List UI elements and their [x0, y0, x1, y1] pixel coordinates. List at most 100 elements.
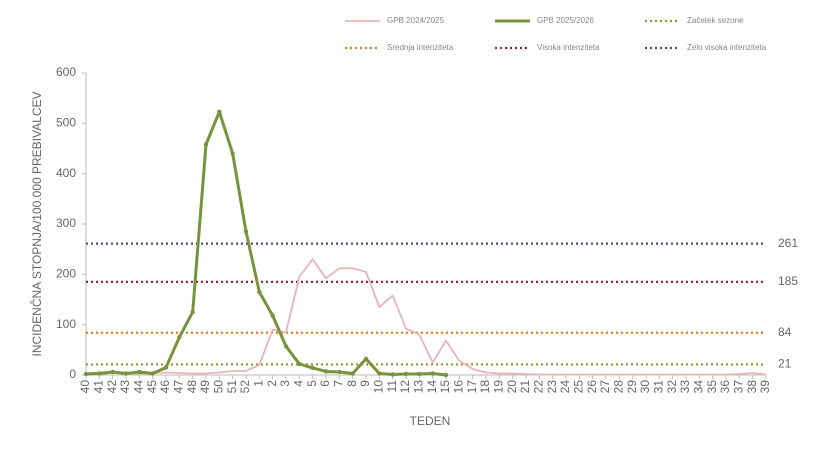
series-line — [85, 258, 767, 376]
x-tick-label: 18 — [478, 380, 492, 394]
legend-label: Visoka intenziteta — [537, 43, 600, 52]
threshold-label: 261 — [778, 236, 798, 250]
x-tick-label: 7 — [332, 380, 346, 387]
x-tick-label: 35 — [705, 380, 719, 394]
x-tick-label: 21 — [518, 380, 532, 394]
x-tick-label: 45 — [145, 380, 159, 394]
x-tick-label: 6 — [318, 380, 332, 387]
x-tick-label: 22 — [532, 380, 546, 394]
legend-label: GPB 2025/2026 — [537, 16, 594, 25]
series-marker — [243, 229, 249, 234]
y-tick-label: 500 — [56, 116, 76, 130]
x-tick-label: 34 — [692, 380, 706, 394]
x-tick-label: 32 — [665, 380, 679, 394]
x-tick-label: 8 — [345, 380, 359, 387]
y-tick-label: 400 — [56, 166, 76, 180]
x-tick-label: 25 — [572, 380, 586, 394]
y-tick-label: 600 — [56, 65, 76, 79]
series-marker — [270, 313, 275, 318]
x-tick-label: 19 — [492, 380, 506, 394]
series-marker — [363, 356, 369, 362]
series-marker — [123, 371, 129, 376]
y-tick-label: 200 — [56, 267, 76, 281]
x-tick-label: 23 — [545, 380, 559, 394]
series-marker — [323, 369, 329, 374]
legend-label: Zelo visoka intenziteta — [687, 43, 767, 52]
x-tick-label: 39 — [758, 380, 772, 394]
x-tick-label: 44 — [132, 380, 146, 394]
threshold-label: 84 — [778, 325, 792, 339]
x-tick-label: 1 — [252, 380, 266, 387]
x-tick-label: 48 — [185, 380, 199, 394]
series-marker — [297, 361, 302, 367]
x-tick-label: 31 — [652, 380, 666, 394]
threshold-label: 185 — [778, 274, 798, 288]
series-marker — [203, 142, 209, 147]
x-tick-label: 10 — [372, 380, 386, 394]
series-marker — [283, 344, 289, 349]
legend-label: Srednja intenziteta — [387, 43, 454, 52]
series-marker — [190, 309, 195, 315]
y-tick-label: 300 — [56, 216, 76, 230]
x-tick-label: 37 — [732, 380, 746, 394]
series-marker — [177, 335, 182, 340]
x-tick-label: 26 — [585, 380, 599, 394]
x-tick-label: 5 — [305, 380, 319, 387]
series-marker — [230, 151, 235, 156]
x-tick-label: 46 — [158, 380, 172, 394]
x-tick-label: 36 — [718, 380, 732, 394]
x-tick-label: 12 — [398, 380, 412, 394]
x-tick-label: 41 — [92, 380, 106, 394]
series-marker — [337, 369, 342, 375]
series-marker — [417, 371, 422, 377]
series-marker — [110, 369, 115, 375]
x-tick-label: 51 — [225, 380, 239, 394]
series-marker — [443, 372, 449, 378]
x-tick-label: 13 — [412, 380, 426, 394]
x-tick-label: 43 — [118, 380, 132, 394]
x-tick-label: 47 — [172, 380, 186, 394]
x-tick-label: 2 — [265, 380, 279, 387]
legend-label: GPB 2024/2025 — [387, 16, 444, 25]
x-tick-label: 20 — [505, 380, 519, 394]
x-tick-label: 42 — [105, 380, 119, 394]
threshold-label: 21 — [778, 357, 792, 371]
series-marker — [257, 289, 262, 295]
x-tick-label: 17 — [465, 380, 479, 394]
y-axis-label: INCIDENČNA STOPNJA/100.000 PREBIVALCEV — [29, 92, 44, 357]
x-tick-label: 38 — [745, 380, 759, 394]
x-tick-label: 29 — [625, 380, 639, 394]
x-tick-label: 28 — [612, 380, 626, 394]
series-marker — [163, 365, 169, 370]
x-tick-label: 14 — [425, 380, 439, 394]
legend-label: Začetek sezone — [687, 16, 744, 25]
x-tick-label: 24 — [558, 380, 572, 394]
series-marker — [390, 372, 395, 377]
series-marker — [310, 365, 315, 371]
x-tick-label: 33 — [678, 380, 692, 394]
x-tick-label: 50 — [212, 380, 226, 394]
series-line — [85, 110, 447, 377]
x-tick-label: 49 — [198, 380, 212, 394]
x-tick-label: 16 — [452, 380, 466, 394]
series-marker — [217, 109, 222, 114]
x-tick-label: 9 — [358, 380, 372, 387]
x-tick-label: 40 — [78, 380, 92, 394]
x-tick-label: 30 — [638, 380, 652, 394]
series-marker — [83, 371, 89, 377]
series-marker — [403, 371, 409, 377]
x-axis-label: TEDEN — [410, 414, 451, 428]
y-tick-label: 0 — [69, 367, 76, 381]
series-marker — [97, 371, 102, 376]
series-marker — [350, 371, 355, 376]
x-tick-label: 15 — [438, 380, 452, 394]
x-tick-label: 11 — [385, 380, 399, 393]
x-tick-label: 52 — [238, 380, 252, 394]
x-tick-label: 4 — [292, 380, 306, 387]
series-marker — [430, 371, 435, 376]
series-marker — [377, 371, 382, 376]
x-tick-label: 27 — [598, 380, 612, 394]
series-marker — [150, 371, 155, 376]
series-marker — [137, 369, 142, 375]
